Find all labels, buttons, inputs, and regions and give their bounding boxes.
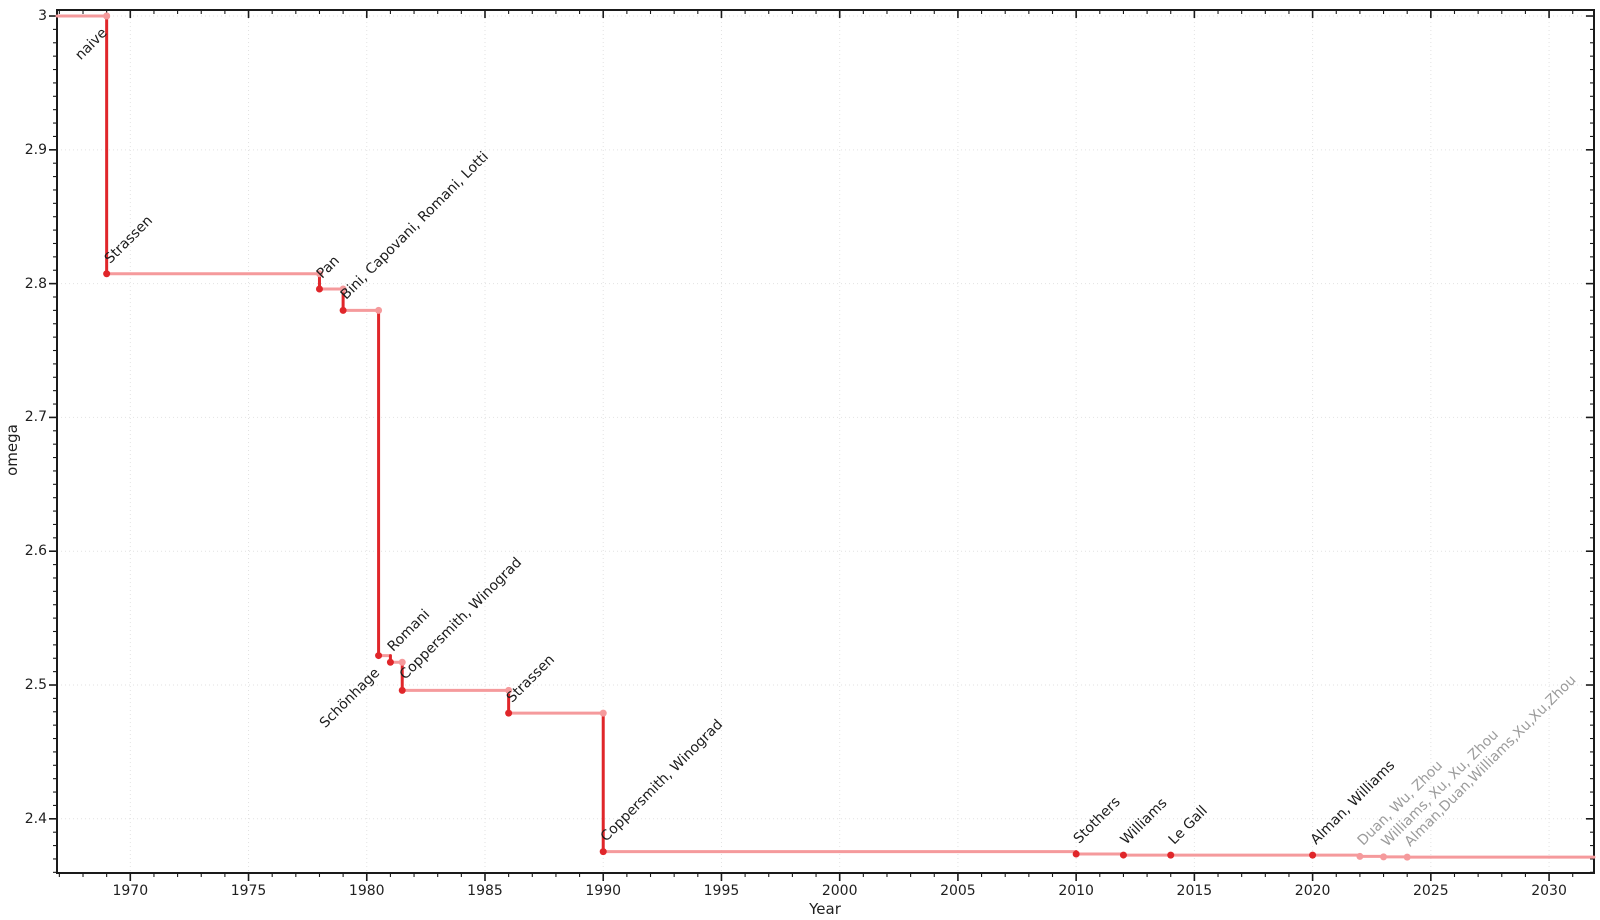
data-point xyxy=(315,285,323,293)
corner-point xyxy=(339,285,347,293)
step-line-dark xyxy=(105,14,1409,859)
data-point xyxy=(1356,852,1364,860)
corner-point xyxy=(505,686,513,694)
step-line-light xyxy=(55,14,1596,859)
plot-frame xyxy=(56,9,1595,874)
corner-point xyxy=(599,709,607,717)
corner-point xyxy=(375,306,383,314)
data-point xyxy=(1119,851,1127,859)
data-point xyxy=(103,270,111,278)
data-point xyxy=(1167,851,1175,859)
data-point xyxy=(1309,851,1317,859)
data-point xyxy=(339,306,347,314)
data-point xyxy=(103,12,111,20)
data-point xyxy=(375,652,383,660)
data-point xyxy=(1403,853,1411,861)
data-point xyxy=(505,709,513,717)
data-point xyxy=(398,686,406,694)
corner-point xyxy=(398,658,406,666)
data-point xyxy=(1380,853,1388,861)
data-point xyxy=(599,848,607,856)
data-point xyxy=(1072,850,1080,858)
corner-point xyxy=(315,270,323,278)
data-point xyxy=(386,658,394,666)
